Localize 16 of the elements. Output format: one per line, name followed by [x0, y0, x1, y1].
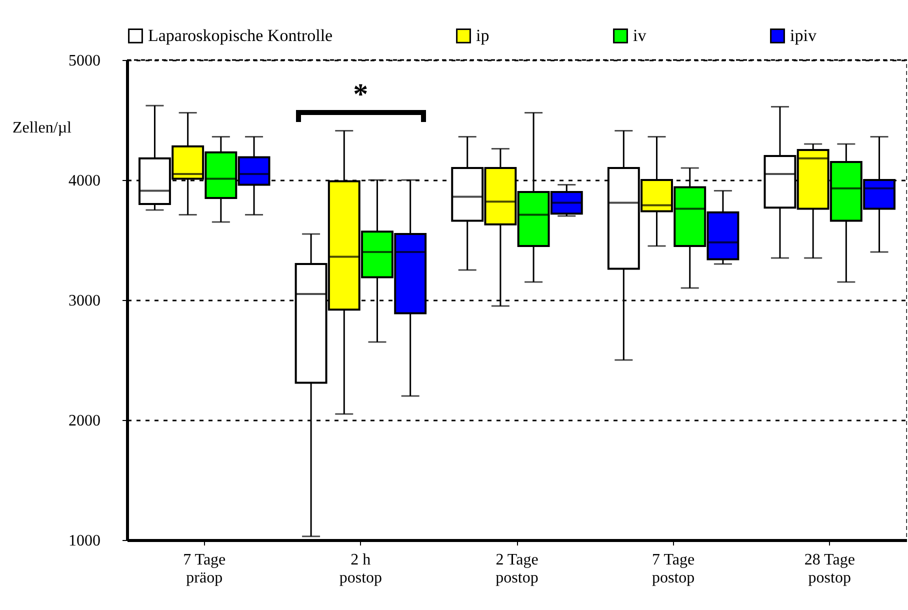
legend-label: iv	[633, 26, 647, 45]
y-tick-label: 3000	[68, 292, 100, 310]
y-tick-label: 4000	[68, 172, 100, 190]
x-tick-label: 2 Tage postop	[496, 552, 538, 586]
x-tick-label: 2 h postop	[339, 552, 382, 586]
legend-label: ipiv	[790, 26, 817, 45]
annotation: *	[352, 78, 370, 111]
legend-label: Laparoskopische Kontrolle	[148, 26, 333, 45]
x-tick-label: 7 Tage postop	[652, 552, 695, 586]
x-tick-label: 7 Tage präop	[183, 552, 226, 586]
y-tick-label: 2000	[68, 412, 100, 430]
legend-label: ip	[476, 26, 490, 45]
y-axis-title: Zellen/µl	[12, 120, 72, 136]
y-tick-label: 1000	[68, 532, 100, 550]
x-tick-label: 28 Tage postop	[804, 552, 855, 586]
y-tick-label: 5000	[68, 52, 100, 70]
